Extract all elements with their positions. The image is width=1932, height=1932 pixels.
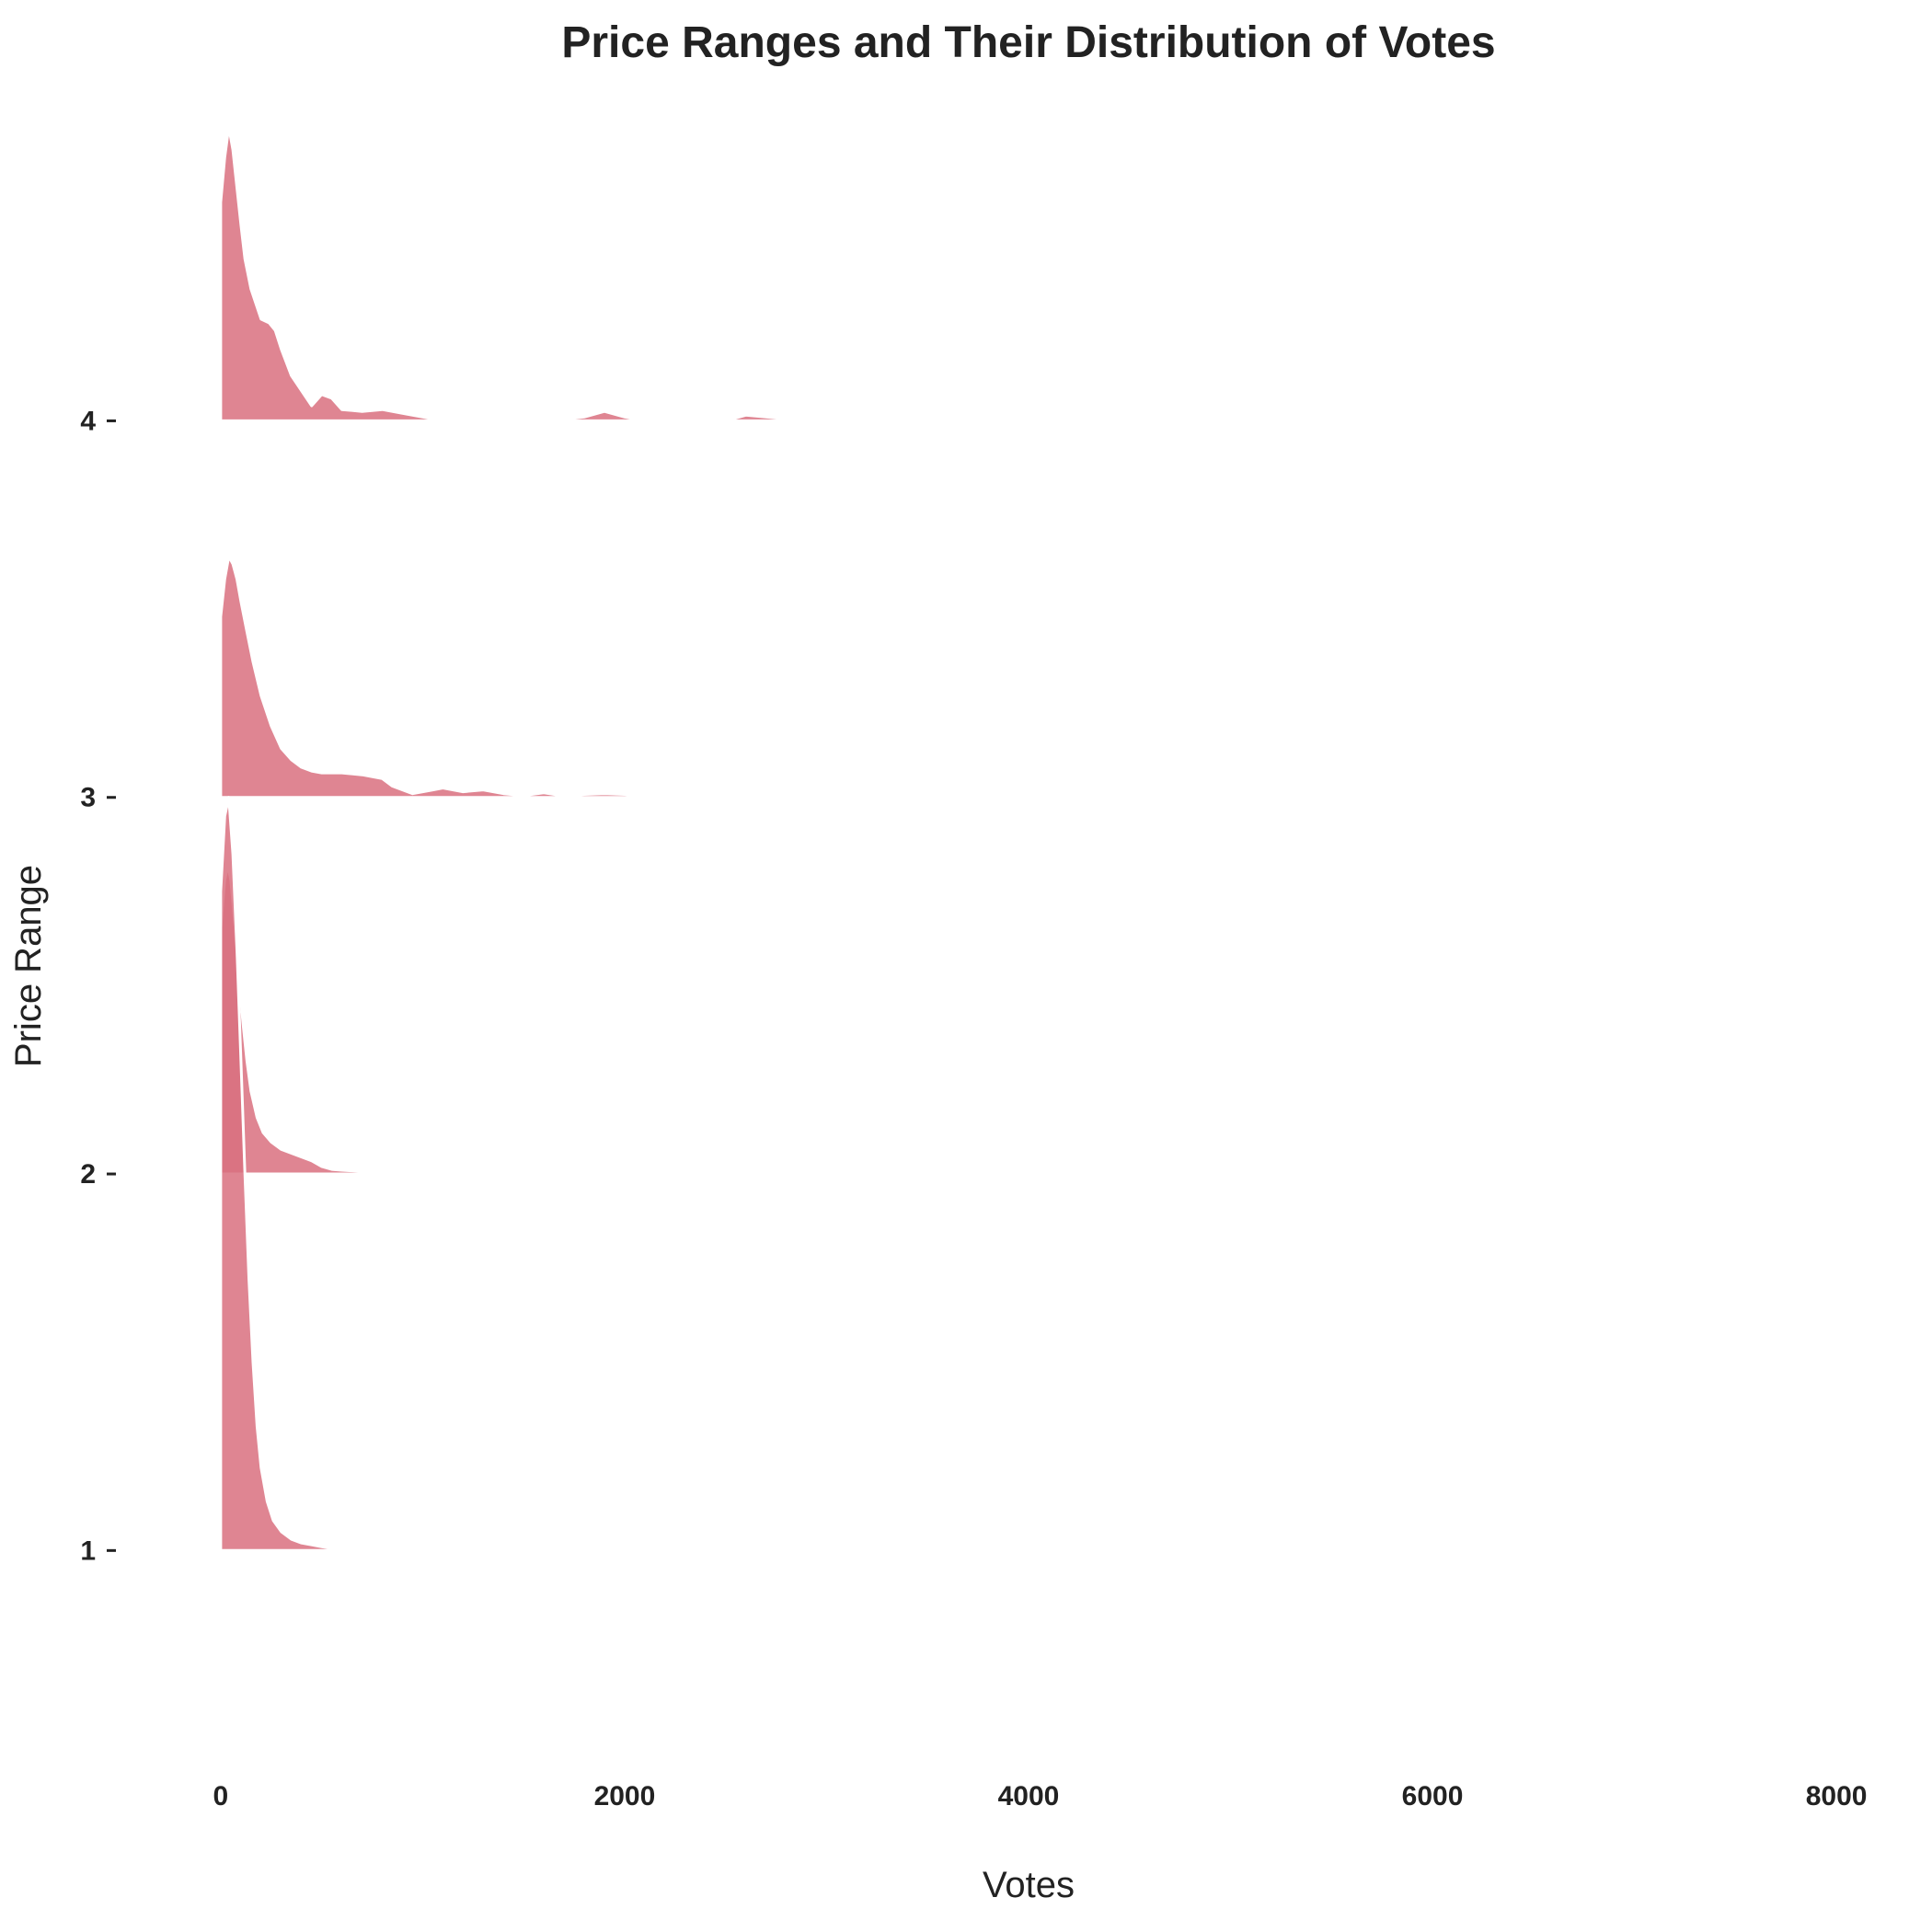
x-tick-label-0: 0: [213, 1781, 229, 1811]
y-tick-label-2: 2: [80, 1159, 96, 1190]
ridge-density-1: [219, 796, 339, 1552]
x-tick-label-8000: 8000: [1806, 1781, 1868, 1811]
y-tick-label-3: 3: [80, 783, 96, 813]
ridge-density-3: [219, 555, 1232, 799]
x-axis-label: Votes: [983, 1865, 1075, 1905]
ridges-layer: [219, 125, 1232, 1552]
y-axis: 1 2 3 4: [80, 406, 116, 1566]
chart-title: Price Ranges and Their Distribution of V…: [561, 18, 1495, 67]
y-tick-label-4: 4: [80, 406, 96, 436]
x-tick-label-4000: 4000: [998, 1781, 1060, 1811]
x-tick-label-2000: 2000: [594, 1781, 656, 1811]
x-axis: 0 2000 4000 6000 8000: [213, 1781, 1868, 1811]
x-tick-label-6000: 6000: [1402, 1781, 1464, 1811]
y-axis-label: Price Range: [8, 865, 49, 1067]
y-tick-label-1: 1: [80, 1535, 96, 1566]
ridge-density-4: [219, 125, 808, 422]
ridge-density-2: [219, 863, 546, 1176]
